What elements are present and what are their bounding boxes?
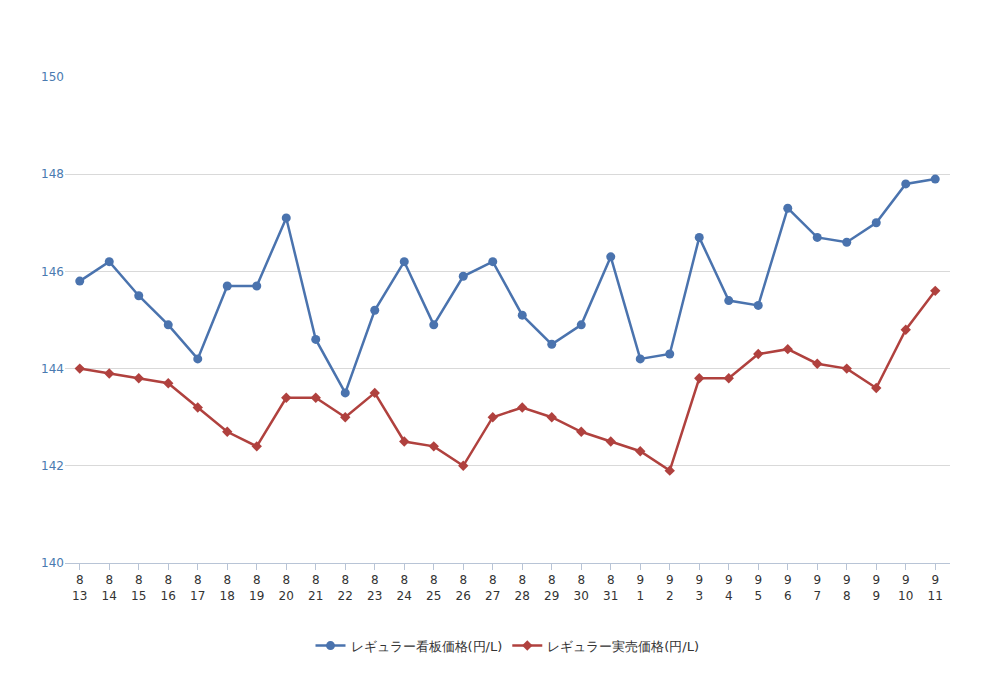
svg-text:レギュラー実売価格(円/L): レギュラー実売価格(円/L) <box>547 639 699 654</box>
svg-text:829: 829 <box>544 573 559 603</box>
svg-text:815: 815 <box>131 573 146 603</box>
svg-text:92: 92 <box>666 573 674 603</box>
svg-text:823: 823 <box>367 573 382 603</box>
svg-text:910: 910 <box>898 573 913 603</box>
svg-text:816: 816 <box>161 573 176 603</box>
svg-text:146: 146 <box>41 265 64 279</box>
svg-text:813: 813 <box>72 573 87 603</box>
svg-text:99: 99 <box>872 573 880 603</box>
svg-text:142: 142 <box>41 459 64 473</box>
svg-text:817: 817 <box>190 573 205 603</box>
svg-text:819: 819 <box>249 573 264 603</box>
svg-text:814: 814 <box>102 573 117 603</box>
svg-text:821: 821 <box>308 573 323 603</box>
svg-text:827: 827 <box>485 573 500 603</box>
svg-text:98: 98 <box>843 573 851 603</box>
svg-text:144: 144 <box>41 362 64 376</box>
svg-text:820: 820 <box>279 573 294 603</box>
svg-text:911: 911 <box>928 573 943 603</box>
svg-text:822: 822 <box>338 573 353 603</box>
svg-text:831: 831 <box>603 573 618 603</box>
svg-text:95: 95 <box>754 573 762 603</box>
svg-text:93: 93 <box>695 573 703 603</box>
svg-text:148: 148 <box>41 167 64 181</box>
svg-text:830: 830 <box>574 573 589 603</box>
svg-text:825: 825 <box>426 573 441 603</box>
svg-text:97: 97 <box>813 573 821 603</box>
svg-text:レギュラー看板価格(円/L): レギュラー看板価格(円/L) <box>351 639 503 654</box>
svg-text:96: 96 <box>784 573 792 603</box>
svg-text:818: 818 <box>220 573 235 603</box>
svg-text:826: 826 <box>456 573 471 603</box>
svg-text:824: 824 <box>397 573 412 603</box>
svg-text:828: 828 <box>515 573 530 603</box>
svg-text:91: 91 <box>636 573 644 603</box>
svg-text:150: 150 <box>41 70 64 84</box>
svg-text:94: 94 <box>725 573 733 603</box>
svg-text:140: 140 <box>41 556 64 570</box>
